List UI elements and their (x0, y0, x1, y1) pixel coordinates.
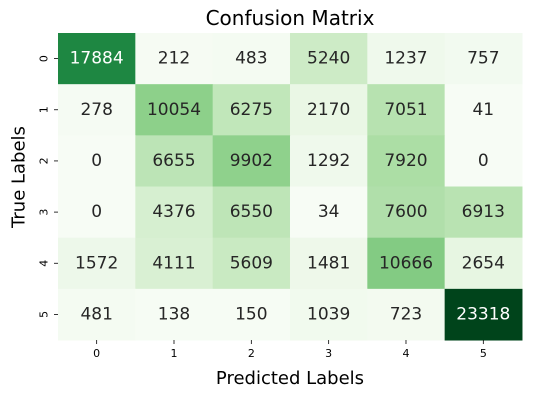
heatmap-cell-0-4 (367, 33, 446, 85)
x-tick-label-0: 0 (93, 347, 100, 360)
cell-value-4-3: 1481 (307, 253, 350, 273)
heatmap-cell-5-1 (135, 288, 214, 341)
heatmap-cell-2-5 (444, 135, 523, 188)
heatmap-cell-0-5 (444, 33, 523, 85)
cell-value-2-4: 7920 (384, 151, 427, 171)
heatmap-cell-5-4 (367, 288, 446, 341)
cell-value-1-3: 2170 (307, 100, 350, 120)
x-tick-label-5: 5 (480, 347, 487, 360)
cell-value-3-0: 0 (91, 202, 102, 222)
cell-value-3-1: 4376 (152, 202, 195, 222)
cell-value-2-1: 6655 (152, 151, 195, 171)
cell-value-5-3: 1039 (307, 304, 350, 324)
x-tick-label-1: 1 (170, 347, 177, 360)
heatmap-cell-1-4 (367, 84, 446, 136)
cell-value-0-3: 5240 (307, 49, 350, 69)
heatmap-cell-4-3 (289, 237, 368, 290)
heatmap-cell-5-2 (212, 288, 291, 341)
heatmap-cell-4-4 (367, 237, 446, 290)
heatmap-cell-4-1 (135, 237, 214, 290)
heatmap-cell-0-3 (289, 33, 368, 85)
cell-value-3-3: 34 (318, 202, 340, 222)
heatmap-cell-3-1 (135, 186, 214, 239)
cell-value-1-1: 10054 (147, 100, 201, 120)
cell-value-5-4: 723 (390, 304, 422, 324)
cell-value-0-1: 212 (158, 49, 190, 69)
cell-value-2-5: 0 (478, 151, 489, 171)
heatmap-cell-4-0 (58, 237, 136, 290)
heatmap-cell-1-2 (212, 84, 291, 136)
heatmap-cell-1-5 (444, 84, 523, 136)
heatmap-cell-3-5 (444, 186, 523, 239)
y-tick-label-0: 0 (38, 55, 51, 62)
chart-title: Confusion Matrix (205, 6, 375, 30)
heatmap-cell-2-0 (58, 135, 136, 188)
y-tick-label-3: 3 (38, 209, 51, 216)
heatmap-cell-3-2 (212, 186, 291, 239)
heatmap-cell-3-0 (58, 186, 136, 239)
cell-value-3-4: 7600 (384, 202, 427, 222)
y-tick-label-4: 4 (38, 260, 51, 267)
x-tick-label-4: 4 (402, 347, 409, 360)
cell-value-3-5: 6913 (462, 202, 505, 222)
cell-value-0-0: 17884 (70, 49, 124, 69)
x-tick-label-3: 3 (325, 347, 332, 360)
heatmap-cell-0-0 (58, 33, 136, 85)
cell-value-5-0: 481 (80, 304, 112, 324)
heatmap-cell-5-0 (58, 288, 136, 341)
y-tick-label-2: 2 (38, 157, 51, 164)
heatmap-cell-2-2 (212, 135, 291, 188)
cell-value-1-0: 278 (80, 100, 112, 120)
x-axis-label: Predicted Labels (215, 368, 365, 389)
cell-value-0-4: 1237 (384, 49, 427, 69)
cell-value-4-4: 10666 (379, 253, 433, 273)
cell-value-1-2: 6275 (230, 100, 273, 120)
cell-value-2-3: 1292 (307, 151, 350, 171)
cell-value-1-4: 7051 (384, 100, 427, 120)
y-tick-label-1: 1 (38, 106, 51, 113)
heatmap-cell-2-1 (135, 135, 214, 188)
cell-value-3-2: 6550 (230, 202, 273, 222)
cell-value-2-2: 9902 (230, 151, 273, 171)
heatmap-cell-4-5 (444, 237, 523, 290)
cell-value-4-5: 2654 (462, 253, 505, 273)
heatmap-cell-0-2 (212, 33, 291, 85)
heatmap-cell-0-1 (135, 33, 214, 85)
heatmap-cell-2-3 (289, 135, 368, 188)
heatmap-cell-1-3 (289, 84, 368, 136)
heatmap-cell-1-1 (135, 84, 214, 136)
heatmap-cell-2-4 (367, 135, 446, 188)
cell-value-4-1: 4111 (152, 253, 195, 273)
heatmap-cell-3-3 (289, 186, 368, 239)
heatmap-cell-5-3 (289, 288, 368, 341)
x-tick-label-2: 2 (248, 347, 255, 360)
cell-value-0-2: 483 (235, 49, 267, 69)
heatmap-cell-4-2 (212, 237, 291, 290)
cell-value-5-1: 138 (158, 304, 190, 324)
heatmap-cell-1-0 (58, 84, 136, 136)
heatmap-cell-5-5 (444, 288, 523, 341)
y-tick-label-5: 5 (38, 311, 51, 318)
cell-value-2-0: 0 (91, 151, 102, 171)
heatmap-cell-3-4 (367, 186, 446, 239)
cell-value-5-2: 150 (235, 304, 267, 324)
cell-value-4-0: 1572 (75, 253, 118, 273)
cell-value-1-5: 41 (472, 100, 494, 120)
cell-value-5-5: 23318 (456, 304, 510, 324)
cell-value-0-5: 757 (467, 49, 499, 69)
cell-value-4-2: 5609 (230, 253, 273, 273)
